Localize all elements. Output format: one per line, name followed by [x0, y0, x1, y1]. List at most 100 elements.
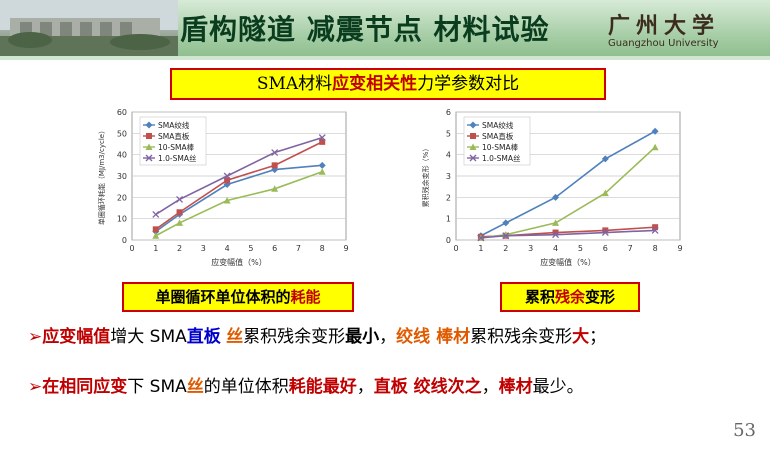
arrow-bullet-icon: ➢	[28, 377, 43, 397]
legend-label: SMA直板	[158, 131, 190, 141]
data-point	[223, 197, 231, 204]
y-tick-label: 50	[117, 129, 127, 138]
note-line-1: ➢应变幅值增大 SMA直板 丝累积残余变形最小，绞线 棒材累积残余变形大；	[28, 322, 606, 347]
x-axis-label: 应变幅值（%）	[540, 257, 596, 267]
note-line2-segment: ，	[481, 377, 499, 397]
note-line1-segment: ；	[589, 327, 607, 347]
section-heading: SMA材料应变相关性力学参数对比	[170, 68, 606, 100]
y-tick-label: 4	[446, 151, 451, 160]
note-line2-segment: 丝	[186, 377, 204, 397]
note-line-2: ➢在相同应变下 SMA丝的单位体积耗能最好，直板 绞线次之，棒材最少。	[28, 372, 584, 397]
note-line2-segment: 的单位体积	[203, 377, 289, 397]
note-line1-segment: 最小	[345, 327, 380, 347]
y-tick-label: 0	[122, 236, 127, 245]
note-line1-segment: 绞线 棒材	[396, 327, 471, 347]
note-line2-segment: 耗能最好	[288, 377, 357, 397]
data-point	[152, 226, 159, 233]
note-line-2-text: 在相同应变下 SMA丝的单位体积耗能最好，直板 绞线次之，棒材最少。	[42, 377, 583, 397]
data-point	[552, 193, 560, 201]
legend-item: 1.0-SMA丝	[467, 153, 521, 163]
data-point	[652, 224, 659, 231]
legend-label: SMA绞线	[482, 120, 514, 130]
legend-item: SMA直板	[143, 131, 190, 141]
data-point	[223, 172, 231, 180]
x-tick-label: 1	[478, 244, 483, 253]
series-SMA直板	[152, 138, 326, 233]
data-point	[145, 154, 153, 162]
data-point	[223, 181, 231, 189]
data-point	[271, 185, 279, 192]
x-tick-label: 7	[296, 244, 301, 253]
page-number: 53	[733, 420, 756, 441]
legend-label: 10-SMA棒	[482, 142, 519, 152]
data-point	[651, 143, 659, 151]
data-point	[477, 234, 485, 242]
legend-label: 1.0-SMA丝	[482, 153, 521, 163]
note-line1-segment: 大	[572, 327, 590, 347]
x-tick-label: 1	[153, 244, 158, 253]
university-name-en: Guangzhou University	[608, 38, 719, 49]
note-line1-segment: 累积残余变形	[470, 327, 573, 347]
series-1.0-SMA丝	[477, 226, 659, 242]
residual-caption: 累积残余变形	[500, 282, 640, 312]
energy-chart-svg: 0 10 20 30 40 50 60 0 1 2 3 4 5 6 7 8 9 应变幅值（%） 单圈循环耗能（MJ/…	[97, 108, 349, 267]
y-tick-label: 5	[446, 129, 451, 138]
note-line2-segment: 下 SMA	[127, 377, 187, 397]
data-point	[176, 209, 183, 216]
energy-caption: 单圈循环单位体积的耗能	[122, 282, 354, 312]
note-line1-segment: ，	[379, 327, 397, 347]
x-tick-label: 5	[578, 244, 583, 253]
note-line1-segment: 应变幅值	[42, 327, 111, 347]
university-logo: 广州大学 Guangzhou University	[608, 8, 766, 52]
data-point	[318, 168, 326, 175]
data-point	[552, 231, 560, 239]
x-tick-label: 3	[201, 244, 206, 253]
data-point	[146, 133, 152, 139]
data-point	[318, 134, 326, 142]
note-line2-segment: ，	[356, 377, 374, 397]
data-point	[469, 143, 477, 150]
y-tick-label: 10	[117, 215, 127, 224]
data-point	[601, 155, 609, 163]
heading-part2: 力学参数对比	[417, 74, 520, 94]
slide-title: 盾构隧道 减震节点 材料试验	[180, 13, 550, 46]
x-tick-label: 4	[553, 244, 558, 253]
x-tick-label: 6	[603, 244, 608, 253]
x-tick-label: 8	[653, 244, 658, 253]
residual-caption-highlight: 残余	[554, 288, 585, 306]
note-line1-segment: 直板	[186, 327, 221, 347]
y-tick-label: 40	[117, 151, 127, 160]
y-tick-label: 1	[446, 215, 451, 224]
data-point	[176, 196, 184, 203]
note-line-1-text: 应变幅值增大 SMA直板 丝累积残余变形最小，绞线 棒材累积残余变形大；	[42, 327, 606, 347]
data-point	[152, 232, 160, 239]
x-axis-label: 应变幅值（%）	[211, 257, 267, 267]
y-tick-label: 30	[117, 172, 127, 181]
note-line2-segment: 直板 绞线次之	[373, 377, 482, 397]
residual-chart-svg: 0 1 2 3 4 5 6 0 1 2 3 4 5 6 7 8 9 应变幅值（%） 累积残余变形（%） SMA绞线SM…	[421, 108, 683, 267]
legend-label: SMA直板	[482, 131, 514, 141]
data-point	[469, 154, 477, 162]
legend-item: 1.0-SMA丝	[143, 153, 197, 163]
data-point	[601, 229, 609, 236]
y-axis-label: 累积残余变形（%）	[421, 145, 430, 208]
legend-label: 1.0-SMA丝	[158, 153, 197, 163]
legend-item: SMA直板	[467, 131, 514, 141]
note-line2-segment: 最少。	[532, 377, 584, 397]
data-point	[271, 149, 279, 156]
data-point	[145, 121, 153, 129]
x-tick-label: 4	[225, 244, 230, 253]
x-tick-label: 5	[248, 244, 253, 253]
energy-caption-part1: 单圈循环单位体积的	[155, 288, 291, 306]
university-name-cn: 广州大学	[608, 13, 721, 39]
energy-caption-highlight: 耗能	[290, 288, 321, 306]
series-10-SMA棒	[152, 168, 326, 239]
y-tick-label: 2	[446, 193, 451, 202]
x-tick-label: 8	[320, 244, 325, 253]
note-line1-segment: 丝	[226, 327, 244, 347]
x-tick-label: 9	[343, 244, 348, 253]
data-point	[602, 227, 609, 234]
legend-item: 10-SMA棒	[143, 142, 195, 152]
campus-photo	[0, 0, 178, 56]
note-line2-segment: 棒材	[498, 377, 533, 397]
